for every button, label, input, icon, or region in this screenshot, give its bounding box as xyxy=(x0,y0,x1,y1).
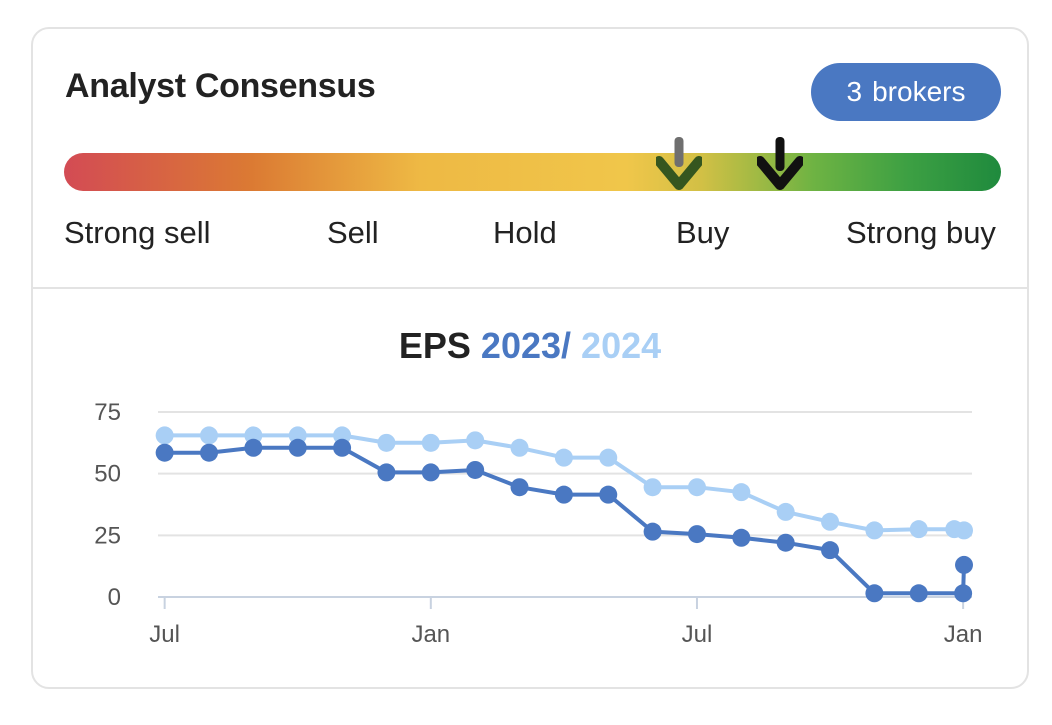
data-point-2024-9 xyxy=(554,448,573,467)
eps-title-year-2024[interactable]: 2024 xyxy=(581,325,662,366)
data-point-2023-2 xyxy=(244,438,263,457)
data-point-2024-5 xyxy=(377,433,396,452)
brokers-badge[interactable]: 3 brokers xyxy=(811,63,1001,121)
consensus-gradient-bar xyxy=(64,153,1001,191)
y-tick-label-25: 25 xyxy=(94,522,121,549)
data-point-2024-16 xyxy=(865,521,884,540)
data-point-2023-8 xyxy=(510,478,529,497)
section-divider xyxy=(33,287,1027,289)
label-strong-sell: Strong sell xyxy=(64,215,211,250)
eps-title-separator: / xyxy=(561,325,572,366)
y-tick-label-0: 0 xyxy=(108,584,121,611)
label-strong-buy: Strong buy xyxy=(846,215,996,250)
y-tick-label-75: 75 xyxy=(94,399,121,426)
data-point-2024-3 xyxy=(288,426,307,445)
label-buy: Buy xyxy=(676,215,730,250)
x-tick-label-1: Jan xyxy=(411,621,450,648)
brokers-count: 3 xyxy=(846,76,863,107)
data-point-2023-18 xyxy=(954,584,973,603)
data-point-2024-8 xyxy=(510,438,529,457)
x-tick-label-0: Jul xyxy=(149,621,180,648)
data-point-2024-15 xyxy=(821,512,840,531)
data-point-2023-12 xyxy=(687,525,706,544)
data-point-2023-14 xyxy=(776,533,795,552)
data-point-2023-19 xyxy=(955,555,974,574)
data-point-2024-10 xyxy=(599,448,618,467)
x-tick-label-2: Jul xyxy=(682,621,713,648)
data-point-2023-4 xyxy=(333,438,352,457)
current-consensus-arrow-icon xyxy=(757,137,804,190)
data-point-2023-1 xyxy=(200,443,219,462)
data-point-2023-5 xyxy=(377,463,396,482)
analyst-consensus-card: Analyst Consensus 3 brokers Strong sell … xyxy=(31,27,1029,689)
data-point-2024-12 xyxy=(687,478,706,497)
data-point-2023-11 xyxy=(643,522,662,541)
eps-title-year-2023[interactable]: 2023 xyxy=(480,325,562,366)
label-sell: Sell xyxy=(327,215,379,250)
data-point-2023-0 xyxy=(155,443,174,462)
data-point-2023-7 xyxy=(466,460,485,479)
data-point-2024-7 xyxy=(466,431,485,450)
data-point-2024-4 xyxy=(333,426,352,445)
y-tick-label-50: 50 xyxy=(94,461,121,488)
data-point-2023-9 xyxy=(554,485,573,504)
eps-chart-title: EPS 2023/ 2024 xyxy=(33,325,1027,367)
data-point-2024-6 xyxy=(421,433,440,452)
data-point-2024-11 xyxy=(643,478,662,497)
data-point-2024-17 xyxy=(909,520,928,539)
previous-consensus-arrow-icon xyxy=(655,137,702,190)
brokers-label: brokers xyxy=(872,76,966,107)
label-hold: Hold xyxy=(493,215,557,250)
data-point-2024-14 xyxy=(776,502,795,521)
data-point-2024-1 xyxy=(200,426,219,445)
data-point-2023-6 xyxy=(421,463,440,482)
data-point-2023-15 xyxy=(821,541,840,560)
data-point-2024-19 xyxy=(955,521,974,540)
data-point-2023-13 xyxy=(732,528,751,547)
eps-title-prefix: EPS xyxy=(398,325,471,366)
x-tick-label-3: Jan xyxy=(944,621,983,648)
series-line-2023 xyxy=(164,445,966,596)
data-point-2023-10 xyxy=(599,485,618,504)
data-point-2024-13 xyxy=(732,483,751,502)
data-point-2024-0 xyxy=(155,426,174,445)
data-point-2024-2 xyxy=(244,426,263,445)
data-point-2023-3 xyxy=(288,438,307,457)
data-point-2023-17 xyxy=(909,584,928,603)
data-point-2023-16 xyxy=(865,584,884,603)
card-title: Analyst Consensus xyxy=(65,67,376,105)
